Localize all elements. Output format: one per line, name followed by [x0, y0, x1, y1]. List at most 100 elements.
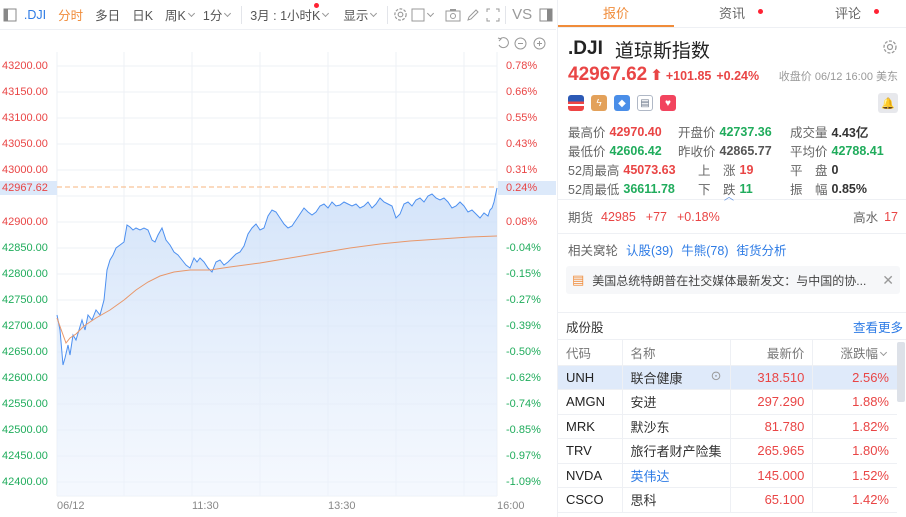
zoom-out-icon[interactable]: [512, 32, 528, 54]
col-change-pct[interactable]: 涨跌幅: [812, 340, 897, 366]
cell-code: TRV: [558, 438, 623, 464]
display-select[interactable]: 显示: [337, 0, 385, 30]
col-code[interactable]: 代码: [558, 340, 623, 366]
y-tick: 42850.00: [2, 242, 48, 254]
radio-target-icon[interactable]: ⊙: [710, 367, 722, 383]
table-row[interactable]: NVDA 英伟达 145.000 1.52%: [558, 463, 897, 488]
y-tick: 43050.00: [2, 138, 48, 150]
y-tick: 42500.00: [2, 424, 48, 436]
settings-icon[interactable]: [390, 4, 410, 26]
range-label: 3月 : 1小时K: [250, 9, 321, 23]
cell-name[interactable]: 英伟达: [622, 463, 731, 488]
pct-tick: -0.15%: [506, 268, 541, 280]
name-text: 联合健康: [630, 370, 683, 386]
premium-label: 高水: [853, 211, 879, 225]
quote-code: .DJI: [568, 38, 603, 59]
stat-amplitude: 0.85%: [831, 181, 867, 196]
panel-tabs: 报价 资讯 评论: [558, 0, 906, 28]
symbol-label[interactable]: .DJI: [23, 7, 47, 22]
chevron-down-icon: [187, 9, 195, 17]
close-icon[interactable]: ✕: [882, 271, 894, 288]
cell-name: 联合健康 ⊙: [622, 365, 731, 390]
collapse-chevron-icon[interactable]: ︿: [724, 192, 734, 203]
zoom-in-icon[interactable]: [531, 32, 547, 54]
cell-pct: 1.82%: [812, 414, 897, 439]
stat-open: 42737.36: [719, 124, 772, 139]
sidebar-toggle-icon[interactable]: [0, 4, 20, 26]
news-banner[interactable]: ▤ 美国总统特朗普在社交媒体最新发文：与中国的协... ✕: [566, 266, 900, 294]
tab-quote[interactable]: 报价: [558, 0, 674, 27]
note-icon[interactable]: ▤: [637, 95, 653, 111]
stat-label: 平 盘: [790, 164, 828, 178]
y-tick: 43100.00: [2, 112, 48, 124]
pct-tick: -0.85%: [506, 424, 541, 436]
price-change-pct: +0.24%: [716, 69, 760, 83]
settings-icon[interactable]: [882, 39, 898, 60]
cell-code: UNH: [558, 365, 623, 390]
tab-multiday[interactable]: 多日: [95, 9, 121, 23]
pct-tick: 0.31%: [506, 164, 538, 176]
news-text[interactable]: 美国总统特朗普在社交媒体最新发文：与中国的协...: [592, 273, 867, 288]
camera-icon[interactable]: [443, 4, 463, 26]
table-row[interactable]: AMGN 安进 297.290 1.88%: [558, 389, 897, 415]
outstanding-analysis-link[interactable]: 街货分析: [736, 243, 787, 258]
constituents-title: 成份股: [566, 320, 604, 335]
stat-unchanged: 0: [831, 162, 839, 177]
tab-daily-k[interactable]: 日K: [132, 9, 154, 23]
pencil-icon[interactable]: [463, 4, 483, 26]
cbbc-link[interactable]: 牛熊(78): [681, 243, 729, 258]
fullscreen-icon[interactable]: [483, 4, 503, 26]
bell-icon[interactable]: 🔔: [878, 93, 898, 113]
heart-icon[interactable]: ♥: [660, 95, 676, 111]
arrow-up-icon: ⬆: [650, 67, 663, 84]
tab-label: 报价: [602, 6, 629, 21]
interval-select[interactable]: 1分: [203, 0, 239, 30]
drawing-box-select[interactable]: [410, 4, 437, 26]
reset-icon[interactable]: [495, 32, 511, 54]
stats-grid: 最高价 42970.40 开盘价 42737.36 成交量 4.43亿 最低价 4260…: [558, 118, 906, 203]
y-tick: 42400.00: [2, 476, 48, 488]
close-info: 收盘价 06/12 16:00 美东: [778, 71, 898, 83]
x-tick: 13:30: [328, 500, 356, 512]
stat-label: 上 涨: [698, 164, 736, 178]
range-select[interactable]: 3月 : 1小时K: [244, 0, 337, 30]
y-tick: 42600.00: [2, 372, 48, 384]
intraday-chart[interactable]: 43200.00 43150.00 43100.00 43050.00 4300…: [0, 30, 556, 517]
tag-icon[interactable]: ◆: [614, 95, 630, 111]
quote-panel: 报价 资讯 评论 .DJI 道琼斯指数 42967.62 ⬆ +101.85 +…: [557, 0, 906, 517]
stat-label: 下 跌: [698, 183, 736, 197]
cell-pct: 1.80%: [812, 438, 897, 464]
cell-code: MRK: [558, 414, 623, 439]
cell-name: 默沙东: [622, 414, 731, 439]
stat-high: 42970.40: [609, 124, 662, 139]
col-price[interactable]: 最新价: [730, 340, 814, 366]
tab-intraday[interactable]: 分时: [58, 9, 84, 23]
futures-row[interactable]: 期货 42985 +77 +0.18% 高水 17: [558, 200, 906, 234]
table-row[interactable]: TRV 旅行者财产险集 265.965 1.80%: [558, 438, 897, 464]
table-row[interactable]: MRK 默沙东 81.780 1.82%: [558, 414, 897, 439]
warrants-link[interactable]: 认股(39): [626, 243, 674, 258]
futures-label: 期货: [568, 211, 594, 225]
divider: [387, 5, 389, 24]
constituents-table: 代码 名称 最新价 涨跌幅 UNH 联合健康 ⊙ 318.510 2.56% AM…: [558, 340, 897, 513]
lightning-icon[interactable]: ϟ: [591, 95, 607, 111]
stat-volume: 4.43亿: [831, 126, 869, 140]
table-row[interactable]: CSCO 思科 65.100 1.42%: [558, 487, 897, 513]
quote-header: .DJI 道琼斯指数 42967.62 ⬆ +101.85 +0.24% 收盘价…: [558, 28, 906, 118]
us-flag-icon: [568, 95, 584, 111]
compare-vs-button[interactable]: VS: [512, 6, 533, 23]
table-row[interactable]: UNH 联合健康 ⊙ 318.510 2.56%: [558, 365, 897, 390]
pct-tick: 0.43%: [506, 138, 538, 150]
panel-toggle-icon[interactable]: [536, 4, 556, 26]
cell-code: AMGN: [558, 389, 623, 415]
x-tick: 16:00: [497, 500, 525, 512]
view-more-link[interactable]: 查看更多: [852, 320, 903, 335]
scrollbar[interactable]: [897, 342, 905, 402]
pct-tick: -0.39%: [506, 320, 541, 332]
tab-comments[interactable]: 评论: [790, 0, 906, 27]
notification-dot: [314, 2, 320, 8]
col-name[interactable]: 名称: [622, 340, 731, 366]
tab-news[interactable]: 资讯: [674, 0, 790, 27]
tab-weekly-k[interactable]: 周K: [159, 0, 203, 30]
stat-advancers: 19: [739, 162, 754, 177]
